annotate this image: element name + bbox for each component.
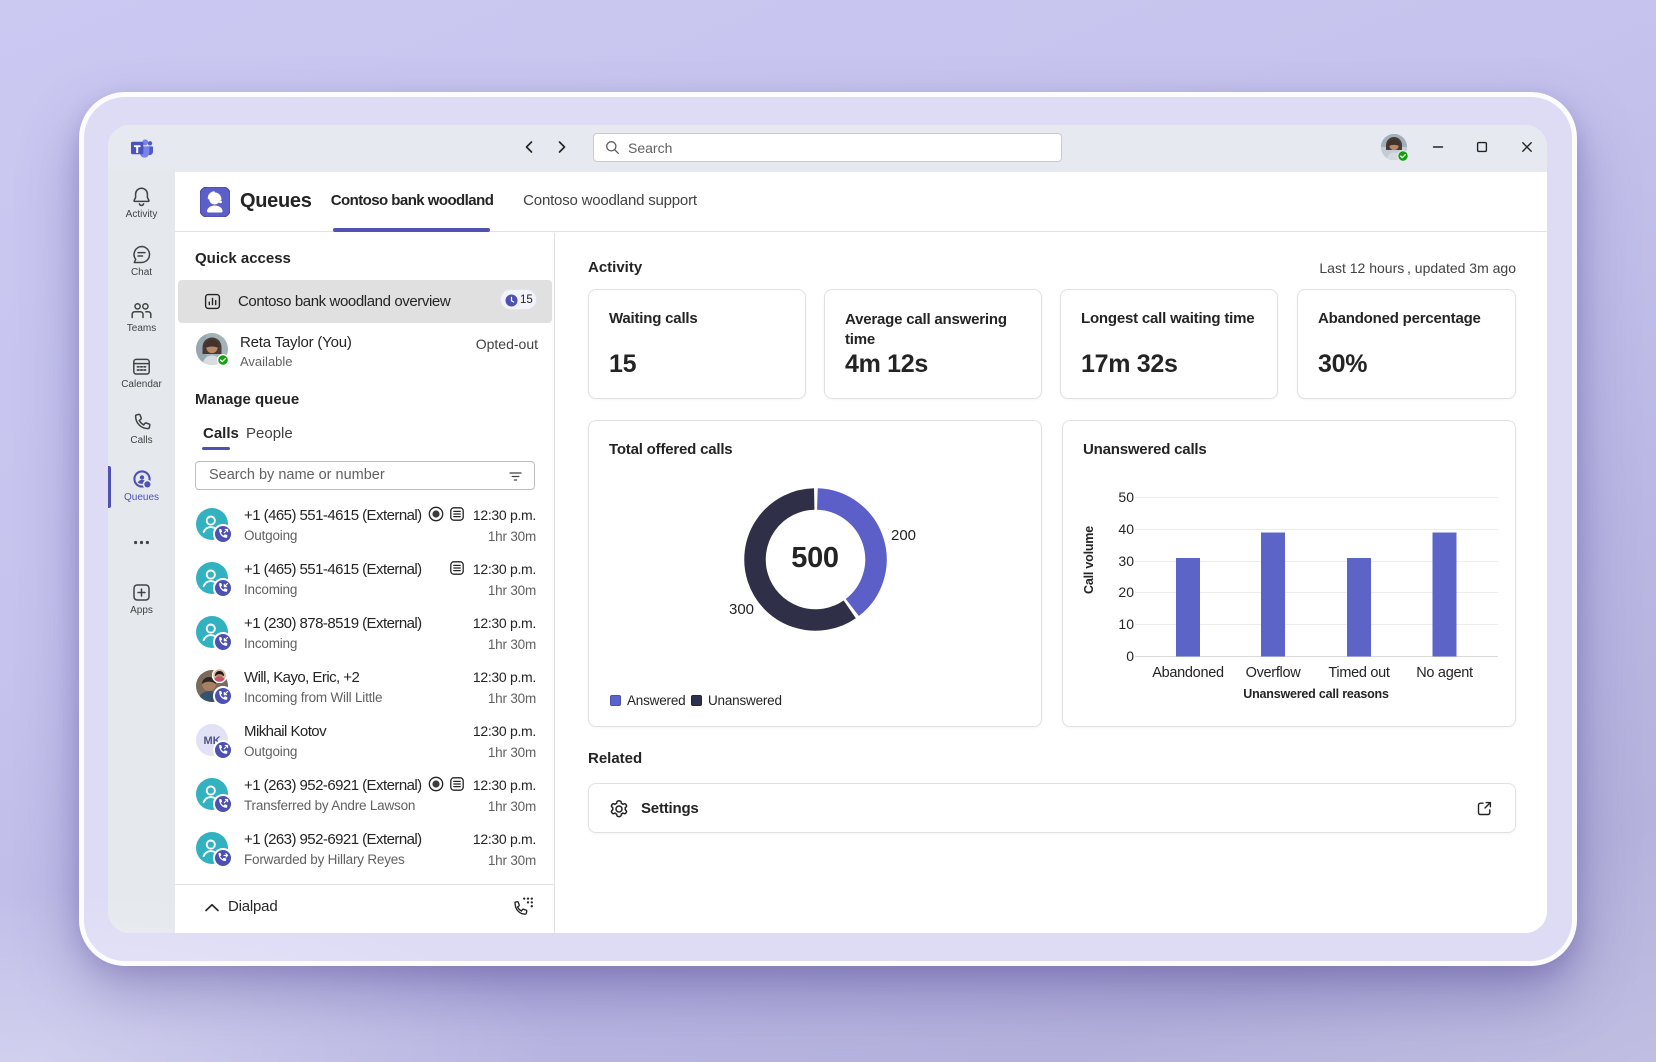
svg-text:Abandoned: Abandoned — [1152, 665, 1224, 681]
svg-text:20: 20 — [1118, 584, 1134, 600]
svg-text:40: 40 — [1118, 521, 1134, 537]
svg-text:No agent: No agent — [1416, 665, 1473, 681]
svg-text:50: 50 — [1118, 489, 1134, 505]
svg-text:0: 0 — [1126, 648, 1134, 664]
svg-text:30: 30 — [1118, 553, 1134, 569]
svg-text:10: 10 — [1118, 616, 1134, 632]
svg-text:Overflow: Overflow — [1246, 665, 1302, 681]
svg-text:Timed out: Timed out — [1328, 665, 1390, 681]
